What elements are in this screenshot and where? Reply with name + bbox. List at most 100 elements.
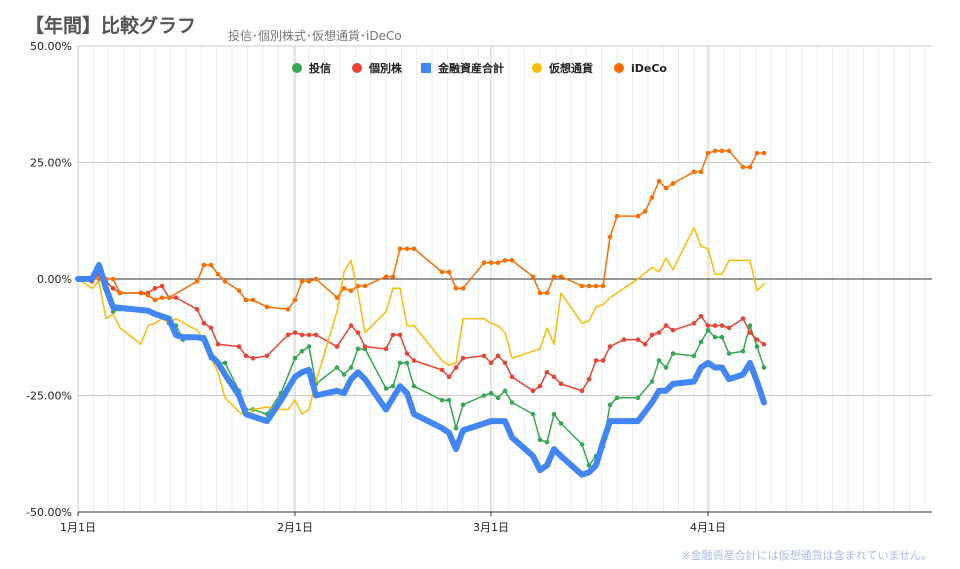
- legend-swatch: [614, 63, 624, 73]
- series-point: [453, 425, 459, 431]
- series-point: [313, 276, 319, 282]
- series-point: [530, 411, 536, 417]
- series-point: [411, 246, 417, 252]
- series-point: [649, 332, 655, 338]
- x-tick-label: 3月1日: [473, 521, 509, 534]
- series-point: [306, 344, 312, 349]
- series-point: [663, 185, 669, 191]
- series-point: [341, 372, 347, 377]
- y-tick-label: 50.00%: [30, 40, 72, 53]
- series-point: [439, 367, 445, 373]
- legend-label: 個別株: [368, 61, 403, 75]
- series-point: [362, 283, 368, 289]
- series-point: [551, 374, 557, 380]
- series-point: [509, 258, 515, 263]
- series-point: [698, 313, 704, 319]
- series-point: [719, 334, 725, 340]
- series-point: [138, 290, 144, 296]
- series-point: [222, 360, 228, 366]
- legend-swatch: [532, 63, 542, 73]
- series-point: [537, 290, 543, 296]
- series-line: [75, 262, 767, 478]
- series-point: [558, 421, 564, 426]
- series-point: [579, 283, 585, 289]
- series-point: [579, 442, 585, 447]
- series-point: [201, 320, 207, 326]
- series-point: [761, 365, 767, 370]
- series-point: [313, 332, 319, 338]
- y-tick-label: 25.00%: [30, 157, 72, 170]
- series-point: [712, 323, 718, 328]
- series-point: [411, 358, 417, 363]
- series-point: [411, 383, 417, 389]
- series-point: [383, 386, 389, 391]
- series-point: [243, 297, 249, 303]
- series-point: [593, 283, 599, 289]
- series-point: [656, 178, 662, 184]
- series-point: [299, 279, 305, 284]
- series-point: [558, 381, 564, 387]
- legend-label: 仮想通貨: [548, 61, 593, 75]
- series-point: [593, 358, 599, 363]
- series-point: [215, 341, 221, 347]
- series-point: [747, 323, 753, 328]
- series-point: [705, 150, 711, 156]
- series-line: [77, 273, 765, 392]
- y-tick-label: 0.00%: [37, 273, 72, 286]
- series-point: [761, 341, 767, 347]
- series-point: [530, 274, 536, 279]
- series-point: [145, 293, 151, 298]
- series-point: [264, 304, 270, 310]
- series-point: [481, 260, 487, 265]
- legend-label: iDeCo: [631, 62, 667, 75]
- series-point: [397, 360, 403, 366]
- series-point: [740, 348, 746, 354]
- series-point: [530, 388, 536, 394]
- series-point: [348, 365, 354, 370]
- footnote: ※金融資産合計には仮想通貨は含まれていません。: [681, 549, 932, 562]
- series-point: [544, 290, 550, 296]
- series-point: [544, 369, 550, 375]
- series-point: [670, 181, 676, 186]
- x-tick-label: 2月1日: [277, 521, 313, 534]
- series-point: [152, 297, 158, 303]
- series-point: [558, 274, 564, 279]
- chart-title: 【年間】比較グラフ: [25, 15, 197, 37]
- series-point: [348, 323, 354, 328]
- series-point: [635, 395, 641, 401]
- series-point: [166, 295, 172, 300]
- series-point: [579, 388, 585, 394]
- series-point: [551, 274, 557, 279]
- series-point: [285, 332, 291, 338]
- series-point: [607, 344, 613, 349]
- series-point: [362, 344, 368, 349]
- legend-label: 金融資産合計: [437, 61, 504, 75]
- series-point: [159, 283, 165, 289]
- series-line: [77, 226, 765, 418]
- series-point: [544, 439, 550, 445]
- series-point: [173, 295, 179, 300]
- series-point: [152, 286, 158, 291]
- series-point: [621, 337, 627, 342]
- series-point: [453, 286, 459, 291]
- series-point: [404, 360, 410, 366]
- series-point: [159, 295, 165, 300]
- series-point: [446, 374, 452, 380]
- series-point: [586, 376, 592, 382]
- series-point: [110, 309, 116, 314]
- series-point: [334, 365, 340, 370]
- series-point: [754, 150, 760, 156]
- series-point: [712, 334, 718, 340]
- series-point: [481, 353, 487, 359]
- series-point: [691, 353, 697, 359]
- series-point: [306, 279, 312, 284]
- series-point: [397, 332, 403, 338]
- series-point: [649, 195, 655, 200]
- series-point: [404, 246, 410, 252]
- series-point: [502, 360, 508, 366]
- series-point: [495, 353, 501, 359]
- series-point: [404, 351, 410, 356]
- series-point: [600, 283, 606, 289]
- series-point: [439, 397, 445, 403]
